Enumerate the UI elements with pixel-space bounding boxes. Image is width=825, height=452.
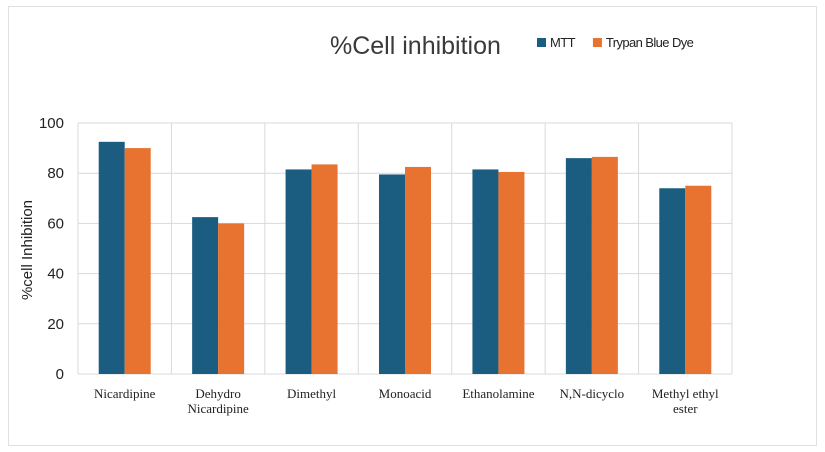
x-tick-label: Methyl ethyl bbox=[652, 386, 719, 401]
bar-trypan-blue-dye-1 bbox=[218, 223, 245, 374]
y-tick-label: 100 bbox=[39, 115, 64, 132]
chart-title: %Cell inhibition bbox=[330, 32, 501, 60]
y-tick-label: 60 bbox=[47, 215, 64, 232]
bar-mtt-4 bbox=[472, 169, 499, 374]
bar-trypan-blue-dye-6 bbox=[685, 185, 712, 374]
x-tick-label: Ethanolamine bbox=[462, 386, 534, 401]
bar-mtt-2 bbox=[285, 169, 312, 374]
y-tick-label: 80 bbox=[47, 165, 64, 182]
bar-trypan-blue-dye-5 bbox=[591, 156, 618, 374]
bar-mtt-0 bbox=[98, 141, 125, 374]
legend-swatch-0 bbox=[537, 38, 546, 47]
bars bbox=[98, 141, 712, 374]
bar-trypan-blue-dye-2 bbox=[311, 164, 338, 374]
bar-mtt-6 bbox=[659, 188, 686, 374]
legend-label-0: MTT bbox=[550, 35, 576, 50]
y-tick-label: 40 bbox=[47, 266, 64, 283]
legend: MTT Trypan Blue Dye bbox=[537, 35, 694, 50]
bar-mtt-5 bbox=[565, 158, 592, 374]
bar-mtt-3 bbox=[379, 174, 405, 374]
legend-label-1: Trypan Blue Dye bbox=[606, 35, 694, 50]
x-tick-label: Dehydro bbox=[195, 386, 241, 401]
legend-swatch-1 bbox=[592, 38, 602, 47]
x-tick-label: Nicardipine bbox=[94, 386, 156, 401]
x-tick-label: Monoacid bbox=[379, 386, 432, 401]
bar-trypan-blue-dye-3 bbox=[405, 166, 431, 374]
y-tick-label: 0 bbox=[56, 366, 64, 383]
bar-trypan-blue-dye-4 bbox=[498, 171, 525, 374]
y-tick-label: 20 bbox=[47, 316, 64, 333]
bar-trypan-blue-dye-0 bbox=[124, 148, 151, 374]
bar-mtt-1 bbox=[192, 217, 219, 374]
grid bbox=[77, 122, 733, 375]
x-tick-label: Dimethyl bbox=[287, 386, 336, 401]
x-tick-label: ester bbox=[673, 401, 698, 416]
y-axis-label: %cell Inhibition bbox=[19, 200, 36, 300]
x-tick-label: Nicardipine bbox=[187, 401, 249, 416]
x-tick-label: N,N-dicyclo bbox=[560, 386, 625, 401]
